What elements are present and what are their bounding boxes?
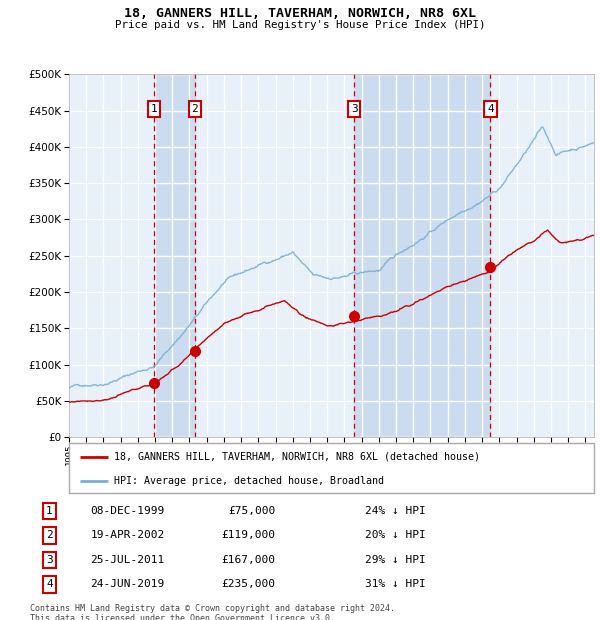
Text: 18, GANNERS HILL, TAVERHAM, NORWICH, NR8 6XL: 18, GANNERS HILL, TAVERHAM, NORWICH, NR8… — [124, 7, 476, 20]
Text: 3: 3 — [46, 555, 53, 565]
Text: 24-JUN-2019: 24-JUN-2019 — [91, 580, 165, 590]
FancyBboxPatch shape — [69, 443, 594, 493]
Text: £119,000: £119,000 — [221, 531, 275, 541]
Text: 08-DEC-1999: 08-DEC-1999 — [91, 506, 165, 516]
Text: 3: 3 — [351, 104, 358, 114]
Text: 19-APR-2002: 19-APR-2002 — [91, 531, 165, 541]
Text: 1: 1 — [46, 506, 53, 516]
Text: HPI: Average price, detached house, Broadland: HPI: Average price, detached house, Broa… — [113, 476, 383, 485]
Bar — [354, 74, 490, 437]
Text: 25-JUL-2011: 25-JUL-2011 — [91, 555, 165, 565]
Bar — [154, 74, 194, 437]
Text: 20% ↓ HPI: 20% ↓ HPI — [365, 531, 425, 541]
Text: Contains HM Land Registry data © Crown copyright and database right 2024.
This d: Contains HM Land Registry data © Crown c… — [30, 604, 395, 620]
Text: 24% ↓ HPI: 24% ↓ HPI — [365, 506, 425, 516]
Text: 1: 1 — [151, 104, 157, 114]
Text: £167,000: £167,000 — [221, 555, 275, 565]
Text: 2: 2 — [46, 531, 53, 541]
Text: £75,000: £75,000 — [228, 506, 275, 516]
Text: £235,000: £235,000 — [221, 580, 275, 590]
Text: 29% ↓ HPI: 29% ↓ HPI — [365, 555, 425, 565]
Text: 18, GANNERS HILL, TAVERHAM, NORWICH, NR8 6XL (detached house): 18, GANNERS HILL, TAVERHAM, NORWICH, NR8… — [113, 452, 479, 462]
Text: Price paid vs. HM Land Registry's House Price Index (HPI): Price paid vs. HM Land Registry's House … — [115, 20, 485, 30]
Text: 31% ↓ HPI: 31% ↓ HPI — [365, 580, 425, 590]
Text: 2: 2 — [191, 104, 198, 114]
Text: 4: 4 — [487, 104, 494, 114]
Text: 4: 4 — [46, 580, 53, 590]
